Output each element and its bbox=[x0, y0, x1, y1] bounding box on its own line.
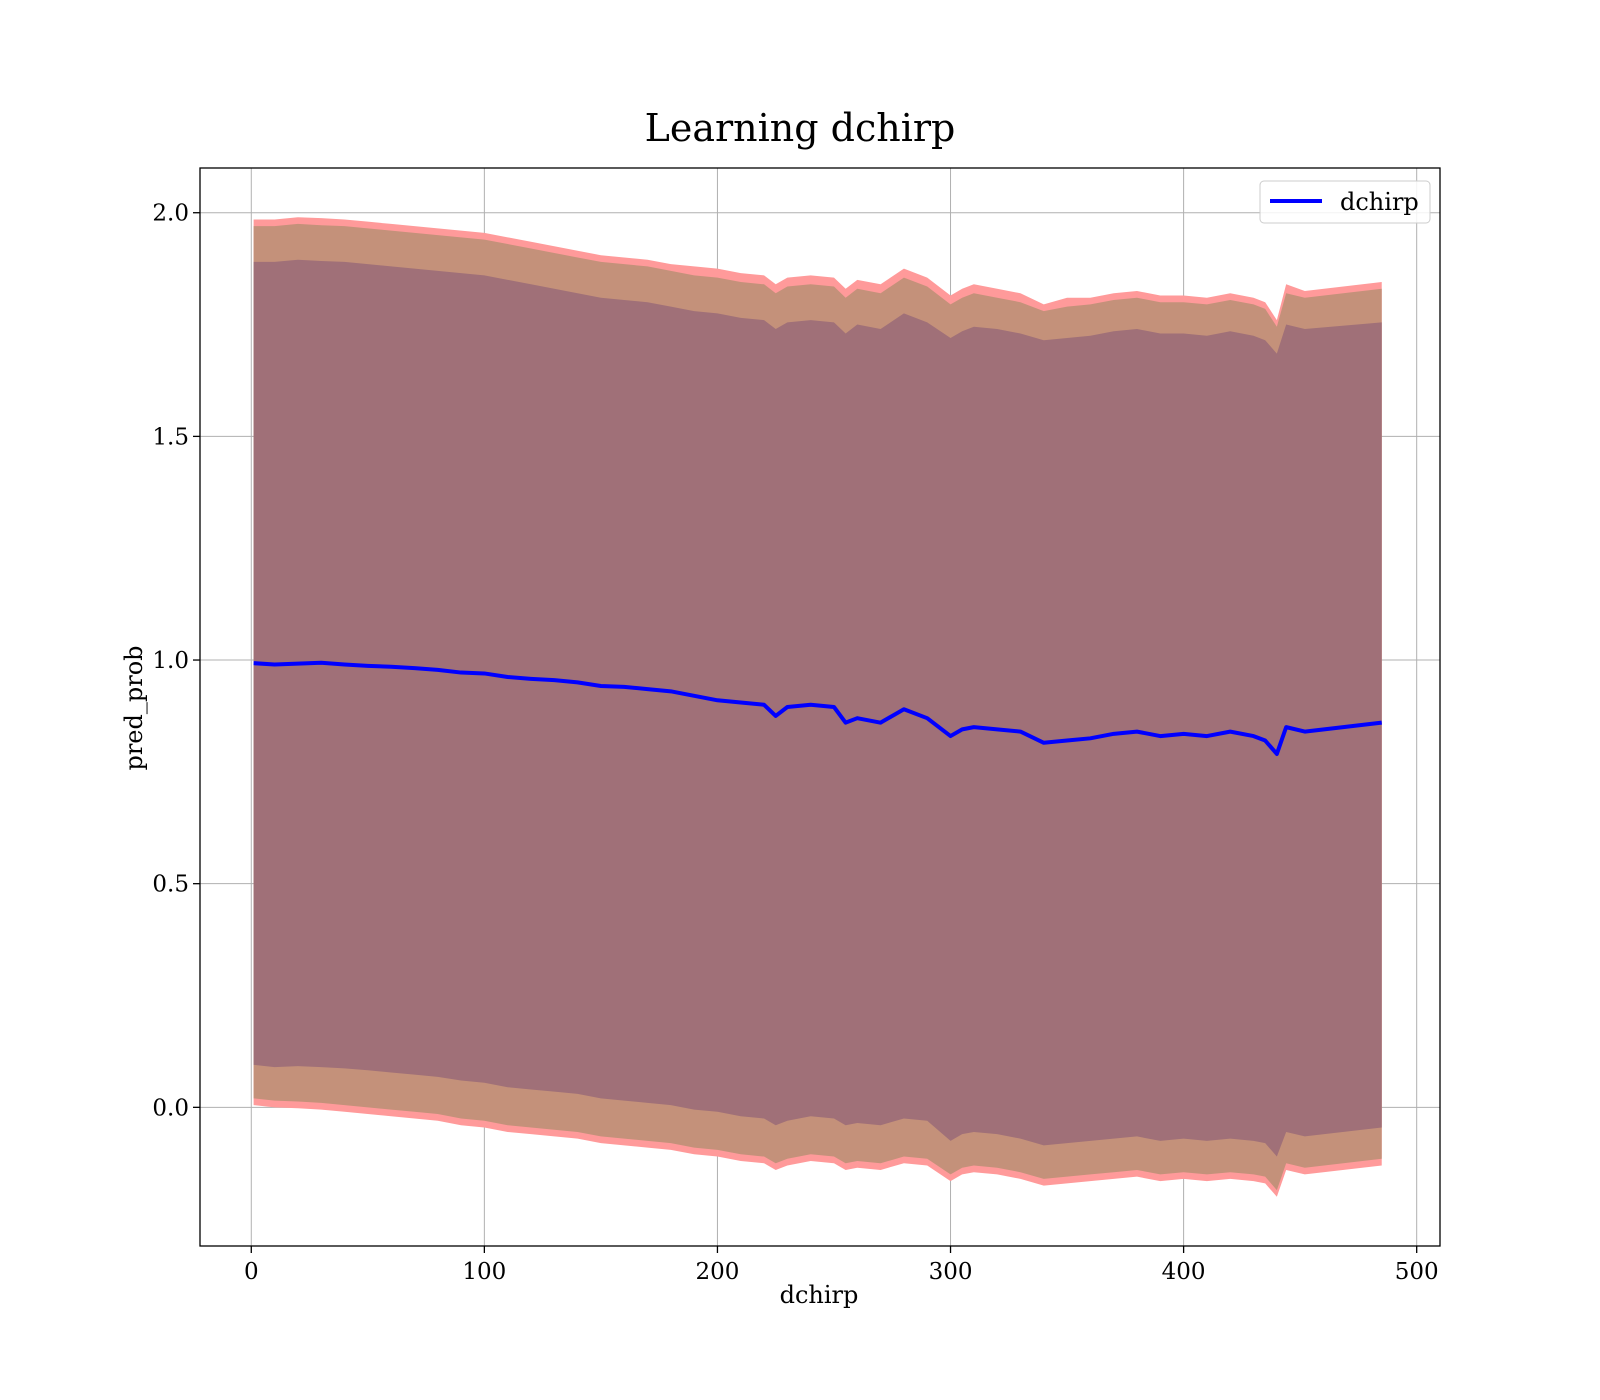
y-tick-label: 0.5 bbox=[152, 872, 189, 898]
x-tick-label: 300 bbox=[929, 1259, 973, 1285]
y-tick-label: 1.0 bbox=[152, 648, 189, 674]
y-tick-label: 2.0 bbox=[152, 201, 189, 227]
y-tick-label: 0.0 bbox=[152, 1095, 189, 1121]
legend-box bbox=[1259, 180, 1431, 224]
x-tick-label: 100 bbox=[462, 1259, 506, 1285]
x-tick-label: 500 bbox=[1395, 1259, 1439, 1285]
y-axis-label: pred_prob bbox=[120, 645, 148, 770]
x-tick-label: 0 bbox=[244, 1259, 259, 1285]
y-tick-label: 1.5 bbox=[152, 424, 189, 450]
legend-entry-label: dchirp bbox=[1340, 188, 1419, 216]
chart-title: Learning dchirp bbox=[645, 106, 956, 150]
plot-area: 0 100 200 300 400 500 0.0 0.5 1.0 1.5 2.0 dchirp bbox=[152, 167, 1441, 1285]
x-tick-label: 400 bbox=[1162, 1259, 1206, 1285]
x-tick-label: 200 bbox=[695, 1259, 739, 1285]
inner-band-area bbox=[253, 259, 1382, 1157]
plot-frame bbox=[199, 167, 1441, 1247]
x-axis-label: dchirp bbox=[780, 1281, 859, 1309]
series-line-dchirp bbox=[253, 660, 1382, 756]
